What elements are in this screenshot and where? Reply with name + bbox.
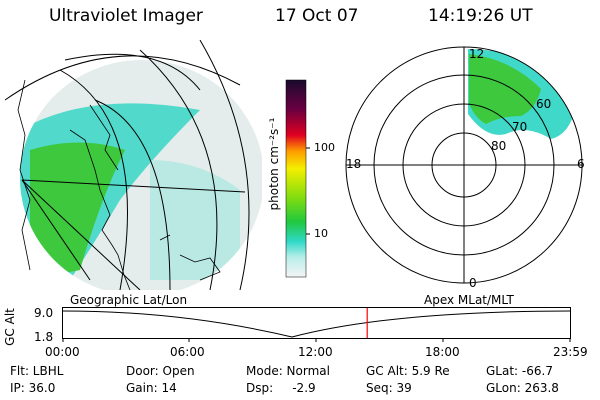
colorbar [285,79,310,278]
time-tick-0000: 00:00 [45,345,80,359]
latlon-grid [4,40,250,290]
instrument-title: Ultraviolet Imager [49,6,203,26]
aurora-green-region [30,142,125,280]
geographic-map [4,40,262,290]
polar-grid [345,46,583,284]
ip-readout: IP: 36.0 [10,381,56,395]
filter-readout: Flt: LBHL [10,364,64,378]
alt-tick-min: 1.8 [34,330,54,344]
lat-label-70: 70 [512,120,528,134]
glat-readout: GLat: -66.7 [486,364,553,378]
mode-readout: Mode: Normal [246,364,330,378]
altitude-timeline [62,307,571,342]
time-tick-0600: 06:00 [170,345,205,359]
time-tick-2359: 23:59 [553,345,588,359]
mlt-label-18: 18 [346,157,362,171]
polar-plot [345,46,583,284]
time-label: 14:19:26 UT [428,6,533,26]
mlt-label-12: 12 [469,47,485,61]
glon-readout: GLon: 263.8 [486,381,559,395]
gc-alt-axis-label: GC Alt [2,308,17,346]
colorbar-unit-label: photon cm⁻²s⁻¹ [267,117,281,211]
geographic-caption: Geographic Lat/Lon [70,293,188,307]
lat-label-60: 60 [536,97,552,111]
time-tick-1800: 18:00 [425,345,460,359]
gc-alt-readout: GC Alt: 5.9 Re [366,364,450,378]
timeline-ticks [62,338,571,342]
date-label: 17 Oct 07 [275,6,359,26]
alt-tick-max: 9.0 [34,306,54,320]
coastline [17,79,221,290]
colorbar-tick-100: 100 [314,141,335,154]
seq-readout: Seq: 39 [366,381,412,395]
lat-label-80: 80 [491,139,507,153]
mlt-label-6: 6 [577,157,585,171]
time-tick-1200: 12:00 [298,345,333,359]
altitude-curve [62,310,571,338]
mlt-label-0: 0 [469,276,477,290]
dsp-readout: Dsp: -2.9 [246,381,316,395]
apex-caption: Apex MLat/MLT [424,293,514,307]
polar-aurora-green [469,54,541,124]
colorbar-tick-10: 10 [314,227,328,240]
gain-readout: Gain: 14 [126,381,177,395]
colorbar-gradient [285,79,307,278]
door-readout: Door: Open [126,364,195,378]
